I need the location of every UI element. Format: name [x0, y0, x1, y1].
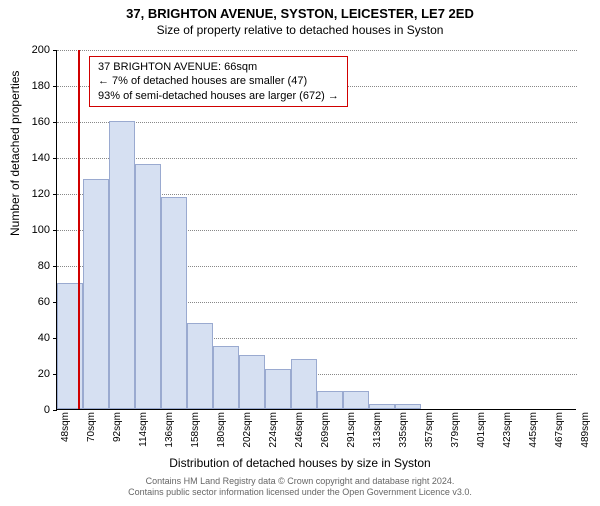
gridline	[57, 122, 577, 123]
histogram-bar	[317, 391, 343, 409]
chart-title-main: 37, BRIGHTON AVENUE, SYSTON, LEICESTER, …	[0, 6, 600, 21]
histogram-bar	[109, 121, 135, 409]
annotation-line: 93% of semi-detached houses are larger (…	[98, 89, 339, 103]
ytick-mark	[53, 194, 57, 195]
histogram-bar	[83, 179, 109, 409]
xtick-label: 335sqm	[398, 412, 409, 448]
histogram-bar	[343, 391, 369, 409]
ytick-mark	[53, 410, 57, 411]
marker-line	[78, 50, 80, 409]
ytick-mark	[53, 266, 57, 267]
xtick-label: 92sqm	[112, 412, 123, 442]
ytick-label: 140	[20, 152, 50, 164]
x-axis-label: Distribution of detached houses by size …	[0, 456, 600, 470]
xtick-label: 445sqm	[528, 412, 539, 448]
xtick-label: 379sqm	[450, 412, 461, 448]
ytick-mark	[53, 122, 57, 123]
histogram-bar	[187, 323, 213, 409]
xtick-label: 180sqm	[216, 412, 227, 448]
xtick-label: 136sqm	[164, 412, 175, 448]
xtick-label: 423sqm	[502, 412, 513, 448]
histogram-bar	[135, 164, 161, 409]
footer-line-2: Contains public sector information licen…	[0, 487, 600, 498]
xtick-label: 224sqm	[268, 412, 279, 448]
ytick-label: 160	[20, 116, 50, 128]
annotation-box: 37 BRIGHTON AVENUE: 66sqm← 7% of detache…	[89, 56, 348, 107]
ytick-label: 60	[20, 296, 50, 308]
ytick-mark	[53, 50, 57, 51]
xtick-label: 489sqm	[580, 412, 591, 448]
xtick-label: 401sqm	[476, 412, 487, 448]
gridline	[57, 158, 577, 159]
footer-line-1: Contains HM Land Registry data © Crown c…	[0, 476, 600, 487]
ytick-mark	[53, 230, 57, 231]
histogram-bar	[265, 369, 291, 409]
ytick-label: 100	[20, 224, 50, 236]
gridline	[57, 50, 577, 51]
ytick-mark	[53, 86, 57, 87]
chart-area: 02040608010012014016018020048sqm70sqm92s…	[56, 50, 576, 440]
chart-title-sub: Size of property relative to detached ho…	[0, 23, 600, 37]
attribution-footer: Contains HM Land Registry data © Crown c…	[0, 476, 600, 498]
xtick-label: 467sqm	[554, 412, 565, 448]
histogram-bar	[239, 355, 265, 409]
xtick-label: 246sqm	[294, 412, 305, 448]
xtick-label: 70sqm	[86, 412, 97, 442]
xtick-label: 269sqm	[320, 412, 331, 448]
annotation-line: 37 BRIGHTON AVENUE: 66sqm	[98, 60, 339, 74]
xtick-label: 291sqm	[346, 412, 357, 448]
histogram-bar	[161, 197, 187, 409]
histogram-bar	[291, 359, 317, 409]
ytick-label: 20	[20, 368, 50, 380]
histogram-bar	[369, 404, 395, 409]
plot-area: 02040608010012014016018020048sqm70sqm92s…	[56, 50, 576, 410]
ytick-label: 40	[20, 332, 50, 344]
xtick-label: 158sqm	[190, 412, 201, 448]
ytick-label: 80	[20, 260, 50, 272]
xtick-label: 313sqm	[372, 412, 383, 448]
xtick-label: 202sqm	[242, 412, 253, 448]
ytick-mark	[53, 158, 57, 159]
xtick-label: 48sqm	[60, 412, 71, 442]
annotation-line: ← 7% of detached houses are smaller (47)	[98, 74, 339, 88]
xtick-label: 357sqm	[424, 412, 435, 448]
ytick-label: 180	[20, 80, 50, 92]
xtick-label: 114sqm	[138, 412, 149, 447]
histogram-bar	[213, 346, 239, 409]
ytick-label: 0	[20, 404, 50, 416]
ytick-label: 200	[20, 44, 50, 56]
histogram-bar	[395, 404, 421, 409]
ytick-label: 120	[20, 188, 50, 200]
